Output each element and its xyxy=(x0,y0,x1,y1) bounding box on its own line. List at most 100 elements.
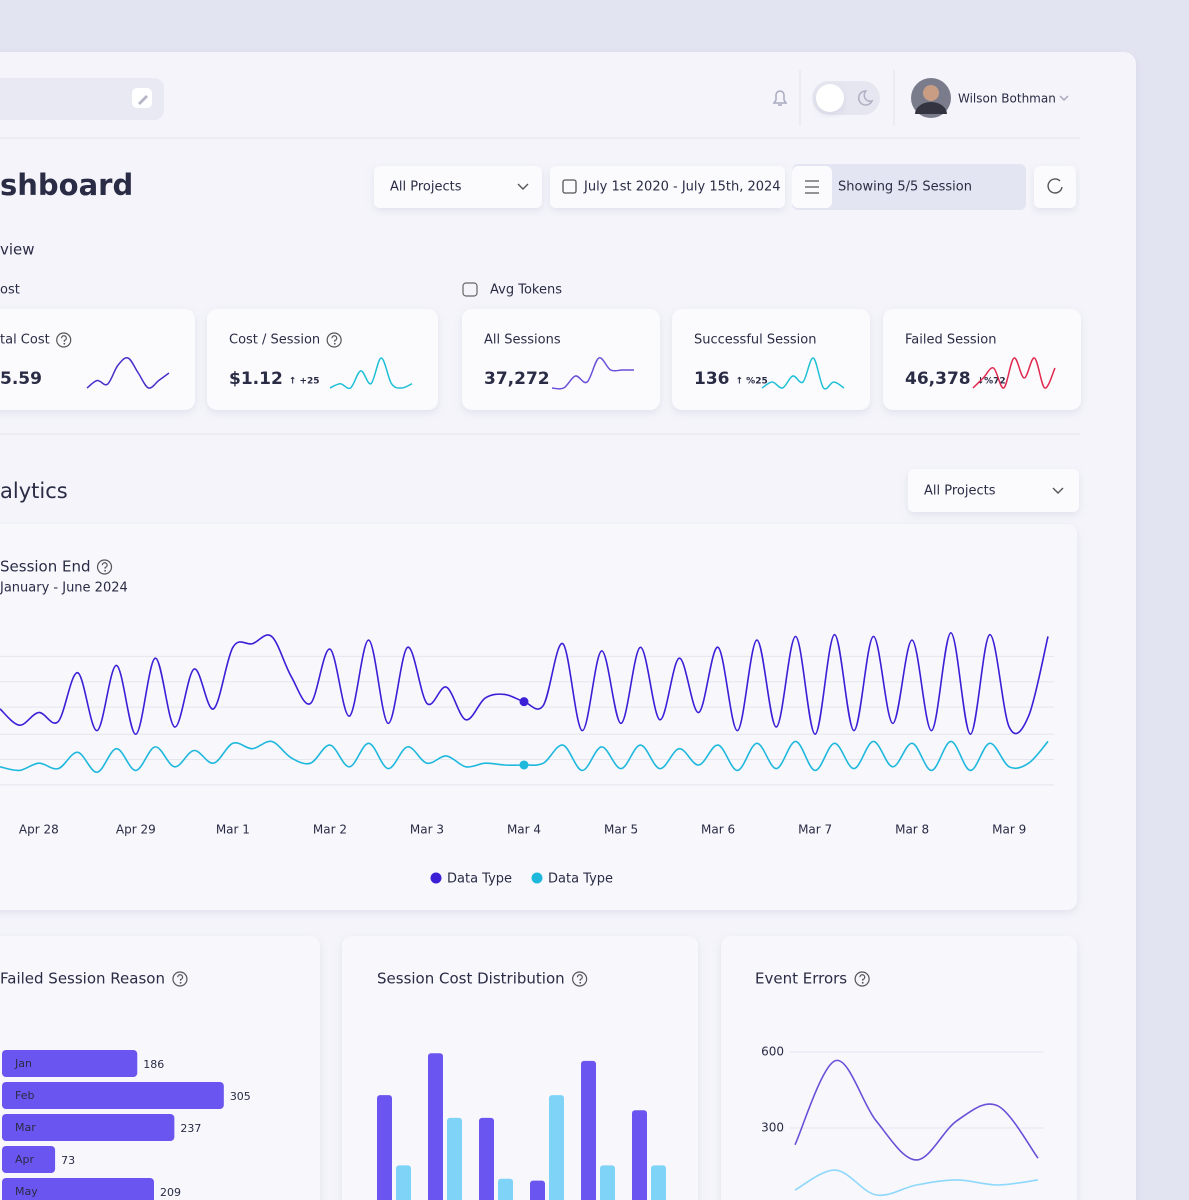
legend-label: Data Type xyxy=(447,872,512,887)
stat-card xyxy=(462,309,660,410)
series-line xyxy=(794,1059,1039,1161)
date-range[interactable]: July 1st 2020 - July 15th, 2024 xyxy=(583,180,781,195)
help-glyph xyxy=(101,562,108,569)
legend-label: Data Type xyxy=(548,872,613,887)
bar xyxy=(2,1082,224,1109)
bar xyxy=(549,1095,564,1200)
page-title: shboard xyxy=(0,168,133,202)
stat-delta: ↑ %25 xyxy=(736,377,768,387)
help-icon xyxy=(172,971,188,987)
x-tick-label: Mar 5 xyxy=(604,823,638,837)
x-tick-label: Mar 3 xyxy=(410,823,444,837)
session-filter[interactable] xyxy=(792,164,1026,210)
sparkline xyxy=(972,357,1056,389)
analytics-dropdown-label[interactable]: All Projects xyxy=(924,484,996,499)
y-tick-label: 300 xyxy=(761,1121,784,1135)
sparkline xyxy=(761,357,845,390)
legend-swatch xyxy=(531,872,543,884)
help-dot xyxy=(63,342,66,345)
bar xyxy=(651,1165,666,1200)
bar xyxy=(479,1117,494,1200)
bar-category: May xyxy=(15,1185,38,1198)
stat-value: 5.59 xyxy=(0,369,42,389)
stat-card xyxy=(207,309,438,410)
sparkline xyxy=(86,357,170,389)
x-tick-label: Apr 28 xyxy=(19,823,59,837)
section-title: alytics xyxy=(0,479,68,503)
x-tick-label: Mar 8 xyxy=(895,823,929,837)
sparkline xyxy=(551,357,634,390)
y-tick-label: 600 xyxy=(761,1045,784,1059)
chart-title: Failed Session Reason xyxy=(0,970,165,988)
stat-delta: ↓%72 xyxy=(977,377,1006,387)
chart-title: Session End xyxy=(0,558,91,576)
bar xyxy=(396,1165,411,1200)
highlight-point xyxy=(519,697,529,707)
bar xyxy=(581,1060,596,1200)
series-line xyxy=(0,632,1049,736)
x-tick-label: Apr 29 xyxy=(116,823,156,837)
group-label: Avg Tokens xyxy=(490,283,562,298)
chevron xyxy=(517,183,529,190)
help-icon xyxy=(326,332,342,348)
bar xyxy=(377,1095,392,1200)
help-icon xyxy=(96,559,113,575)
bar xyxy=(530,1180,545,1200)
bar xyxy=(2,1178,154,1200)
edit-icon xyxy=(138,95,148,105)
project-dropdown-label[interactable]: All Projects xyxy=(390,180,462,195)
help-dot xyxy=(861,981,864,984)
help-icon xyxy=(854,971,870,987)
bar-category: Mar xyxy=(15,1121,36,1134)
stat-label: All Sessions xyxy=(484,333,561,348)
help-icon xyxy=(572,971,588,987)
stat-value: 37,272 xyxy=(484,369,550,389)
avatar-face xyxy=(923,85,939,101)
bell-icon[interactable] xyxy=(772,90,788,106)
stat-value: 46,378 xyxy=(905,369,971,389)
bar xyxy=(2,1050,138,1077)
project-dropdown[interactable] xyxy=(374,166,542,208)
chart-title: Event Errors xyxy=(755,970,847,988)
help-dot xyxy=(333,342,336,345)
stat-delta: ↑ +25 xyxy=(289,377,320,387)
stat-value: $1.12 xyxy=(229,369,283,389)
bar xyxy=(2,1114,175,1141)
bar xyxy=(498,1178,513,1200)
chevron xyxy=(1059,95,1069,102)
search-box[interactable] xyxy=(0,78,164,120)
stat-card xyxy=(0,309,195,410)
stat-label: Cost / Session xyxy=(229,333,320,348)
chart-card xyxy=(721,936,1077,1200)
group-label: ost xyxy=(0,283,20,298)
chart-subtitle: January - June 2024 xyxy=(0,581,128,596)
refresh-icon xyxy=(1047,178,1063,194)
bar xyxy=(447,1117,462,1200)
legend-swatch xyxy=(430,872,442,884)
bar xyxy=(632,1110,647,1200)
x-tick-label: Mar 2 xyxy=(313,823,347,837)
calendar-icon xyxy=(562,179,577,194)
refresh-button[interactable] xyxy=(1034,166,1076,208)
help-glyph xyxy=(177,974,184,981)
stat-value: 136 xyxy=(694,369,730,389)
user-name[interactable]: Wilson Bothman xyxy=(958,92,1056,106)
edit-button[interactable] xyxy=(132,88,152,108)
stat-card xyxy=(883,309,1081,410)
x-tick-label: Mar 4 xyxy=(507,823,541,837)
bar xyxy=(600,1165,615,1200)
stat-label: tal Cost xyxy=(0,333,50,348)
bar-category: Jan xyxy=(14,1057,32,1070)
stat-label: Successful Session xyxy=(694,333,817,348)
x-tick-label: Mar 1 xyxy=(216,823,250,837)
help-dot xyxy=(579,981,582,984)
bar-value: 305 xyxy=(230,1090,251,1103)
stat-label: Failed Session xyxy=(905,333,996,348)
analytics-dropdown[interactable] xyxy=(908,469,1079,512)
help-glyph xyxy=(331,335,338,342)
bar-category: Apr xyxy=(15,1153,35,1166)
date-picker[interactable] xyxy=(550,166,785,208)
tokens-icon xyxy=(462,282,478,297)
